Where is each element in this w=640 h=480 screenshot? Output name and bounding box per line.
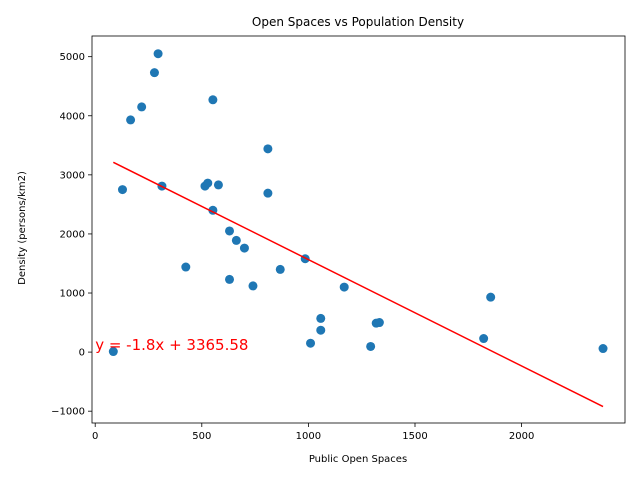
x-tick-label: 1000 (296, 431, 321, 442)
data-point (339, 282, 349, 292)
x-tick-label: 2000 (509, 431, 534, 442)
data-point (117, 185, 127, 195)
x-axis-ticks: 0 500 1000 1500 2000 (92, 423, 534, 442)
data-point (239, 243, 249, 253)
y-tick-label: 2000 (60, 229, 85, 240)
data-point (213, 180, 223, 190)
data-point (108, 347, 118, 357)
data-point (316, 325, 326, 335)
x-tick-label: 0 (92, 431, 98, 442)
y-tick-label: 0 (79, 348, 85, 359)
data-point (275, 264, 285, 274)
x-tick-label: 500 (192, 431, 211, 442)
data-point (225, 226, 235, 236)
data-point (225, 274, 235, 284)
data-point (263, 188, 273, 198)
regression-equation: y = -1.8x + 3365.58 (95, 336, 248, 354)
data-point (126, 115, 136, 125)
data-point (149, 68, 159, 78)
y-axis-ticks: −1000 0 1000 2000 3000 4000 5000 (51, 52, 92, 418)
data-point (479, 334, 489, 344)
y-tick-label: 5000 (60, 52, 85, 63)
regression-line (112, 161, 604, 408)
data-point (203, 178, 213, 188)
data-point (263, 144, 273, 154)
y-tick-label: 1000 (60, 289, 85, 300)
data-point (231, 235, 241, 245)
y-tick-label: 4000 (60, 111, 85, 122)
x-axis-label: Public Open Spaces (309, 454, 407, 465)
data-point (598, 344, 608, 354)
plot-area-frame (91, 35, 626, 424)
data-point (137, 102, 147, 112)
data-point (486, 292, 496, 302)
data-point (306, 338, 316, 348)
data-point (366, 341, 376, 351)
x-tick-label: 1500 (402, 431, 427, 442)
chart-title: Open Spaces vs Population Density (252, 15, 464, 29)
data-points (108, 49, 608, 357)
data-point (374, 318, 384, 328)
data-point (208, 95, 218, 105)
data-point (248, 281, 258, 291)
y-tick-label: −1000 (51, 407, 85, 418)
y-axis-label: Density (persons/km2) (17, 171, 28, 285)
data-point (316, 313, 326, 323)
y-tick-label: 3000 (60, 170, 85, 181)
data-point (181, 262, 191, 272)
data-point (153, 49, 163, 59)
